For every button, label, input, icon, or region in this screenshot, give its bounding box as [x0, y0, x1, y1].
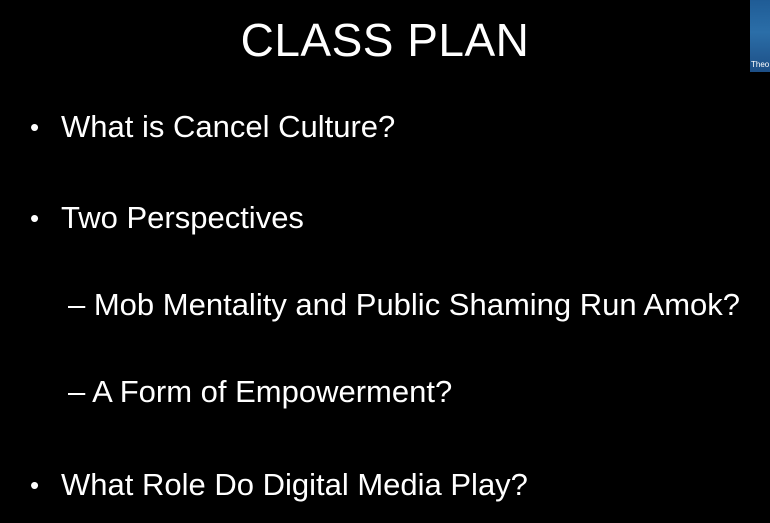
participant-video-thumbnail[interactable]: Theo — [750, 0, 770, 72]
bullet-item-text: What Role Do Digital Media Play? — [61, 467, 528, 502]
bullet-item-text: Two Perspectives — [61, 200, 304, 235]
slide-title: CLASS PLAN — [240, 14, 530, 66]
bullet-point: • — [30, 112, 40, 142]
bullet-point: • — [30, 470, 40, 500]
sub-item-text: – Mob Mentality and Public Shaming Run A… — [68, 287, 741, 322]
bullet-point: • — [30, 203, 40, 233]
participant-name-label: Theo — [751, 60, 770, 69]
bullet-item-text: What is Cancel Culture? — [61, 109, 396, 144]
sub-item-text: – A Form of Empowerment? — [68, 374, 453, 409]
